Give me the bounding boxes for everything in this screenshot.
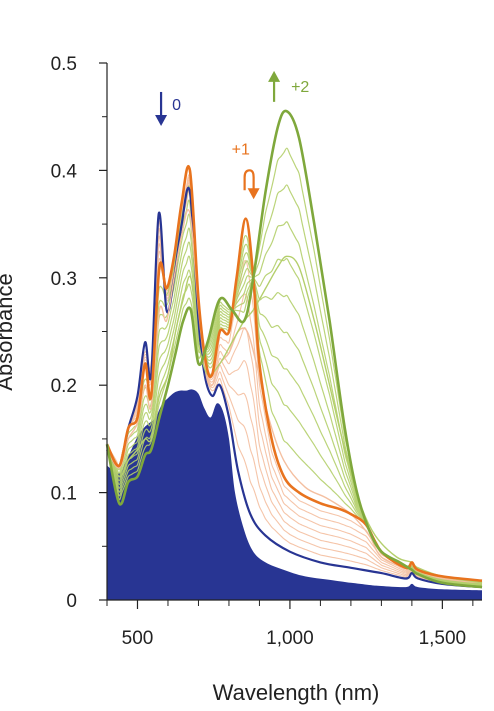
y-axis-title: Absorbance (0, 273, 17, 390)
annotation-label: +2 (291, 79, 309, 96)
annotation-arrowhead (268, 70, 281, 82)
plot-area (105, 109, 483, 600)
y-tick-label: 0.4 (51, 161, 78, 182)
series-layer (105, 109, 483, 600)
y-tick-label: 0.2 (51, 376, 77, 397)
x-tick-label: 500 (122, 628, 154, 649)
series-state1-intermediate (106, 209, 483, 584)
annotations: 0 +1 +2 (155, 70, 309, 200)
x-axis-title: Wavelength (nm) (213, 680, 380, 705)
series-state2-bold (105, 109, 483, 589)
x-ticks: 500 1,000 1,500 (106, 600, 474, 649)
y-tick-label: 0.1 (51, 484, 77, 505)
annotation-arrowhead (155, 114, 168, 126)
y-axis: 0 0.1 0.2 0.3 0.4 0.5 (51, 54, 108, 612)
annotation-arrowhead (247, 188, 260, 200)
x-tick-label: 1,500 (419, 628, 467, 649)
annotation-arrow (243, 169, 255, 193)
series-state0-filled (107, 389, 482, 600)
annotation-label: 0 (172, 97, 181, 114)
annotation-0: 0 (155, 91, 181, 126)
x-axis: 500 1,000 1,500 (106, 599, 482, 649)
y-ticks: 0 0.1 0.2 0.3 0.4 0.5 (51, 54, 107, 612)
series-transition-0-1-2 (106, 187, 483, 587)
annotation-1: +1 (232, 141, 260, 200)
series-state0-line (106, 186, 483, 589)
x-tick-label: 1,000 (266, 628, 314, 649)
y-tick-label: 0.3 (51, 269, 77, 290)
annotation-label: +1 (232, 141, 250, 158)
annotation-2: +2 (268, 70, 309, 102)
y-tick-label: 0.5 (51, 54, 77, 75)
y-tick-label: 0 (66, 591, 77, 612)
